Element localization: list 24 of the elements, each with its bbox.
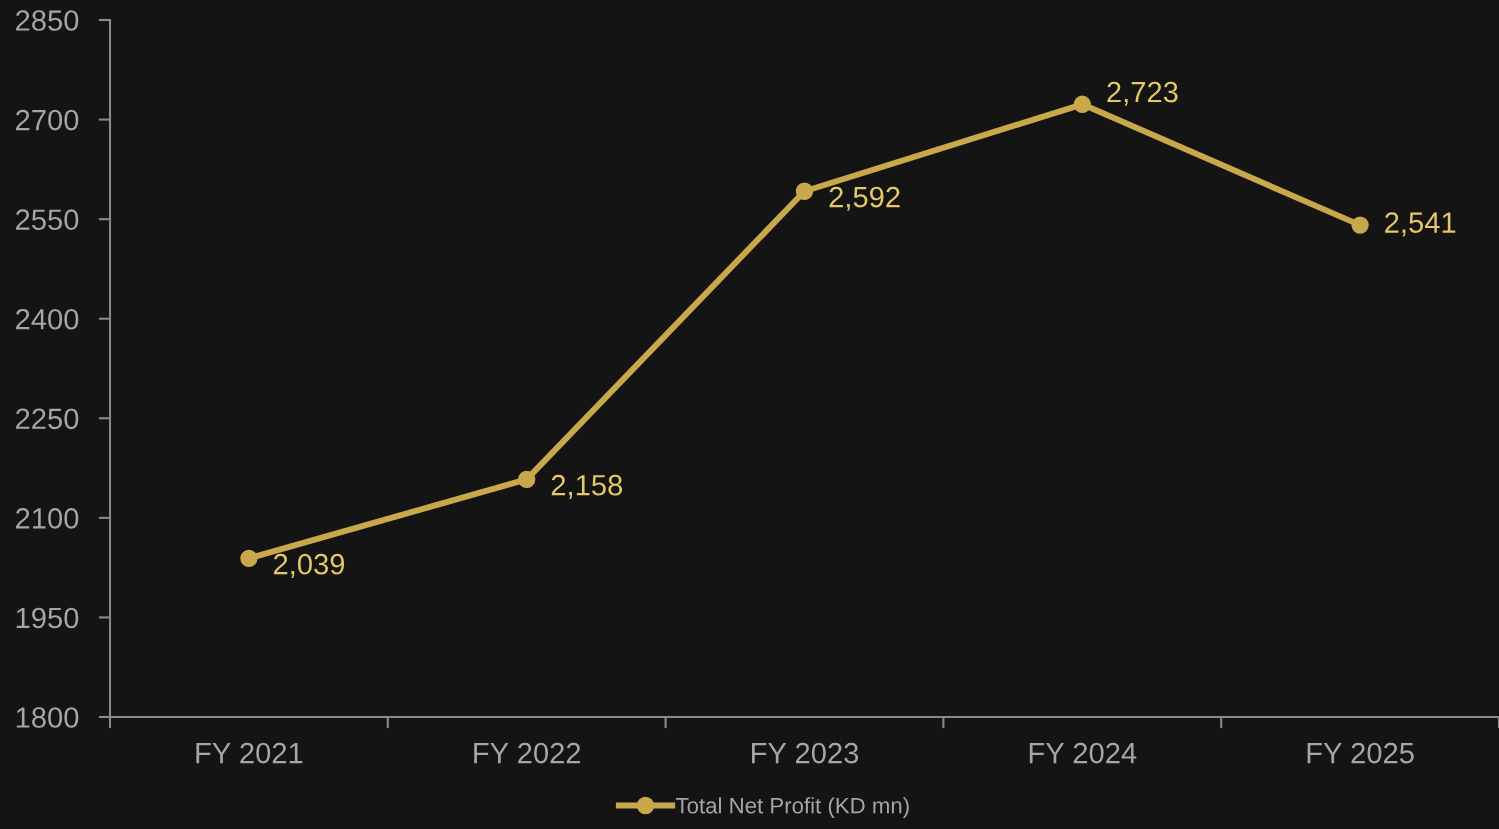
- y-tick-label: 2850: [16, 10, 79, 31]
- y-tick-label: 2700: [16, 109, 79, 131]
- point: [518, 470, 536, 489]
- y-tick-label: 1950: [16, 607, 79, 629]
- y-tick-label: 2550: [16, 209, 79, 230]
- data-label: 2,723: [1107, 81, 1178, 106]
- data-label: 2,541: [1385, 212, 1456, 237]
- point: [240, 549, 258, 568]
- point: [1351, 216, 1369, 234]
- data-label: 2,039: [273, 553, 345, 578]
- legend-label: Total Net Profit (KD mn): [676, 797, 909, 818]
- y-tick-label: 1800: [16, 707, 79, 728]
- x-tick-label: FY 2024: [1029, 742, 1137, 764]
- data-label: 2,592: [829, 186, 900, 211]
- x-tick-label: FY 2022: [474, 742, 581, 764]
- point: [1073, 95, 1091, 113]
- x-tick-label: FY 2023: [752, 742, 859, 764]
- x-tick-label: FY 2021: [196, 742, 303, 764]
- y-tick-label: 2400: [16, 308, 79, 330]
- y-tick-label: 2100: [16, 508, 79, 529]
- data-label: 2,158: [551, 474, 623, 499]
- point: [795, 182, 814, 200]
- y-tick-label: 2250: [16, 408, 79, 430]
- x-tick-label: FY 2025: [1307, 742, 1414, 764]
